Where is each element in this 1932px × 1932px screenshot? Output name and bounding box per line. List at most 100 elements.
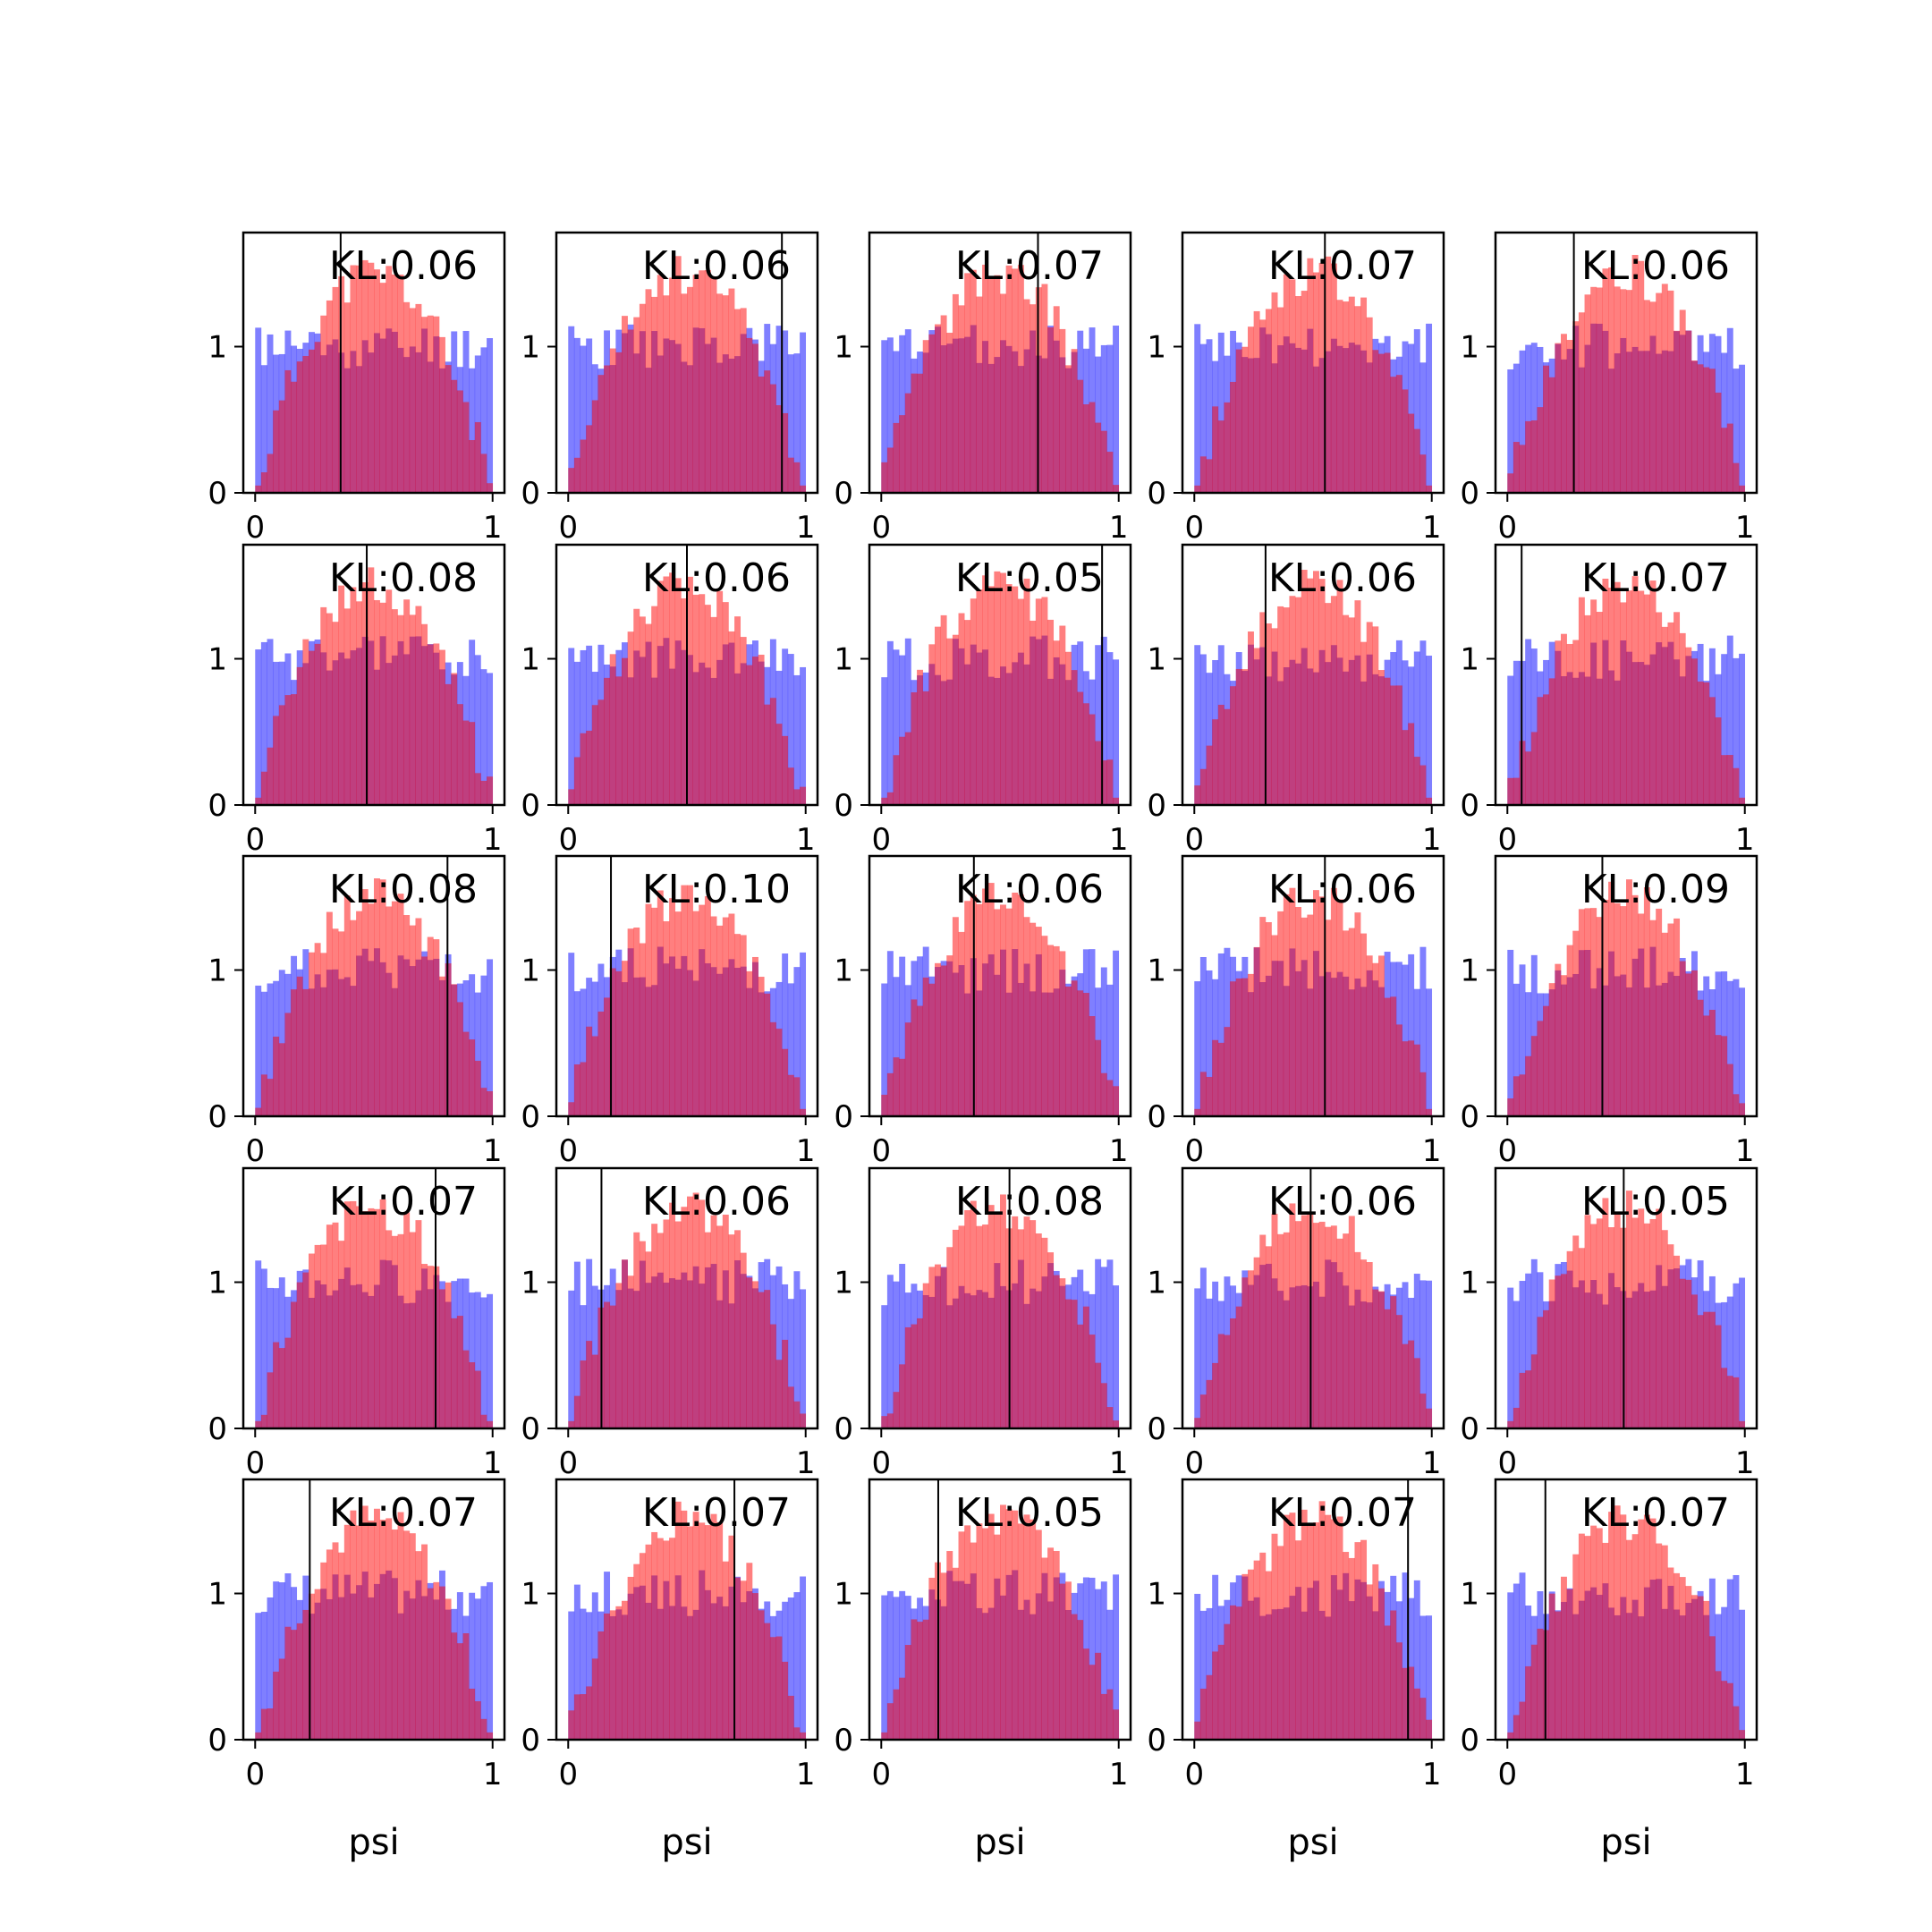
posterior-bar <box>1555 343 1562 493</box>
posterior-bar <box>1230 1605 1237 1740</box>
posterior-bar <box>687 1526 693 1740</box>
prior-bar <box>881 677 888 805</box>
subplot-10: 0 1 0 1 KL:0.07 <box>1460 543 1758 858</box>
posterior-bar <box>343 608 351 805</box>
x-axis-label: psi <box>661 1822 712 1863</box>
posterior-bar <box>1113 1086 1120 1116</box>
y-tick-label: 1 <box>1460 1266 1479 1301</box>
posterior-bar <box>1419 1394 1427 1428</box>
y-tick-label: 1 <box>1147 1577 1166 1613</box>
posterior-bar <box>1230 381 1237 493</box>
posterior-bar <box>1566 340 1573 493</box>
posterior-bar <box>940 965 947 1116</box>
posterior-bar <box>782 1048 789 1116</box>
x-tick-label: 0 <box>1497 1133 1517 1169</box>
subplot-20: 0 1 0 1 KL:0.05 <box>1460 1166 1758 1481</box>
posterior-bar <box>1739 1420 1746 1428</box>
posterior-bar <box>332 622 339 805</box>
prior-bar <box>260 1268 267 1428</box>
subplot-25: 0 1 0 1 KL:0.07 psi <box>1460 1478 1758 1863</box>
posterior-bar <box>1578 909 1585 1116</box>
posterior-bar <box>1543 1309 1550 1428</box>
posterior-bar <box>1419 454 1427 493</box>
posterior-bar <box>573 1694 580 1740</box>
posterior-histogram <box>568 885 807 1116</box>
prior-bar <box>800 666 807 805</box>
posterior-bar <box>893 422 900 493</box>
posterior-bar <box>1100 1072 1107 1116</box>
posterior-bar <box>439 976 445 1116</box>
posterior-bar <box>591 1658 598 1740</box>
posterior-bar <box>645 1251 652 1428</box>
posterior-bar <box>657 580 664 805</box>
posterior-bar <box>451 379 458 493</box>
posterior-bar <box>350 265 357 493</box>
posterior-bar <box>639 943 646 1116</box>
posterior-bar <box>1059 1583 1066 1740</box>
posterior-bar <box>1519 445 1526 493</box>
posterior-bar <box>1530 1036 1538 1116</box>
x-tick-label: 0 <box>558 1445 578 1481</box>
posterior-bar <box>1608 1227 1615 1428</box>
x-tick-label: 0 <box>245 1133 265 1169</box>
prior-bar <box>1419 946 1427 1116</box>
posterior-bar <box>368 1208 375 1428</box>
posterior-bar <box>758 977 765 1116</box>
posterior-bar <box>314 1244 321 1428</box>
prior-bar <box>267 1287 274 1428</box>
posterior-bar <box>1561 633 1567 805</box>
posterior-bar <box>651 296 658 493</box>
axes-frame <box>1181 543 1445 807</box>
posterior-bar <box>1206 745 1213 805</box>
posterior-bar <box>314 342 321 493</box>
posterior-bar <box>1047 1547 1055 1740</box>
posterior-bar <box>1537 1628 1544 1740</box>
posterior-bar <box>356 911 363 1116</box>
posterior-bar <box>361 1505 369 1740</box>
posterior-bar <box>1643 300 1650 493</box>
prior-bar <box>1419 640 1427 805</box>
posterior-bar <box>1626 290 1632 493</box>
prior-bar <box>1507 949 1514 1116</box>
posterior-bar <box>255 1420 262 1428</box>
posterior-bar <box>1113 797 1120 805</box>
posterior-bar <box>1035 598 1042 805</box>
posterior-bar <box>775 1360 783 1428</box>
posterior-bar <box>361 889 369 1116</box>
posterior-bar <box>622 657 628 805</box>
posterior-bar <box>1289 1203 1296 1428</box>
posterior-bar <box>320 1562 327 1740</box>
posterior-bar <box>627 1576 634 1740</box>
prior-bar <box>573 991 580 1116</box>
posterior-bar <box>893 755 900 805</box>
posterior-bar <box>427 1266 434 1428</box>
posterior-bar <box>439 336 445 493</box>
posterior-bar <box>904 1326 911 1428</box>
posterior-bar <box>580 1360 587 1428</box>
posterior-bar <box>800 1413 807 1428</box>
posterior-bar <box>1726 1063 1733 1116</box>
posterior-bar <box>1343 1552 1350 1740</box>
subplot-18: 0 1 0 1 KL:0.08 <box>834 1166 1132 1481</box>
posterior-bar <box>379 283 386 493</box>
prior-bar <box>487 1293 494 1428</box>
posterior-bar <box>663 1540 670 1740</box>
posterior-bar <box>946 638 953 805</box>
x-tick-label: 1 <box>1422 822 1442 858</box>
posterior-bar <box>1548 1593 1555 1740</box>
kl-annotation: KL:0.05 <box>1581 1179 1730 1224</box>
posterior-bar <box>374 1508 380 1740</box>
posterior-bar <box>1100 760 1107 805</box>
prior-bar <box>1402 964 1409 1116</box>
posterior-bar <box>296 361 303 493</box>
posterior-bar <box>1106 759 1114 805</box>
posterior-bar <box>734 934 741 1116</box>
posterior-bar <box>609 348 616 493</box>
posterior-bar <box>1325 1226 1332 1428</box>
posterior-bar <box>1053 640 1060 805</box>
posterior-bar <box>1059 328 1066 493</box>
y-tick-label: 1 <box>834 1266 853 1301</box>
posterior-bar <box>1679 632 1686 805</box>
posterior-bar <box>350 919 357 1116</box>
posterior-bar <box>1656 908 1663 1116</box>
